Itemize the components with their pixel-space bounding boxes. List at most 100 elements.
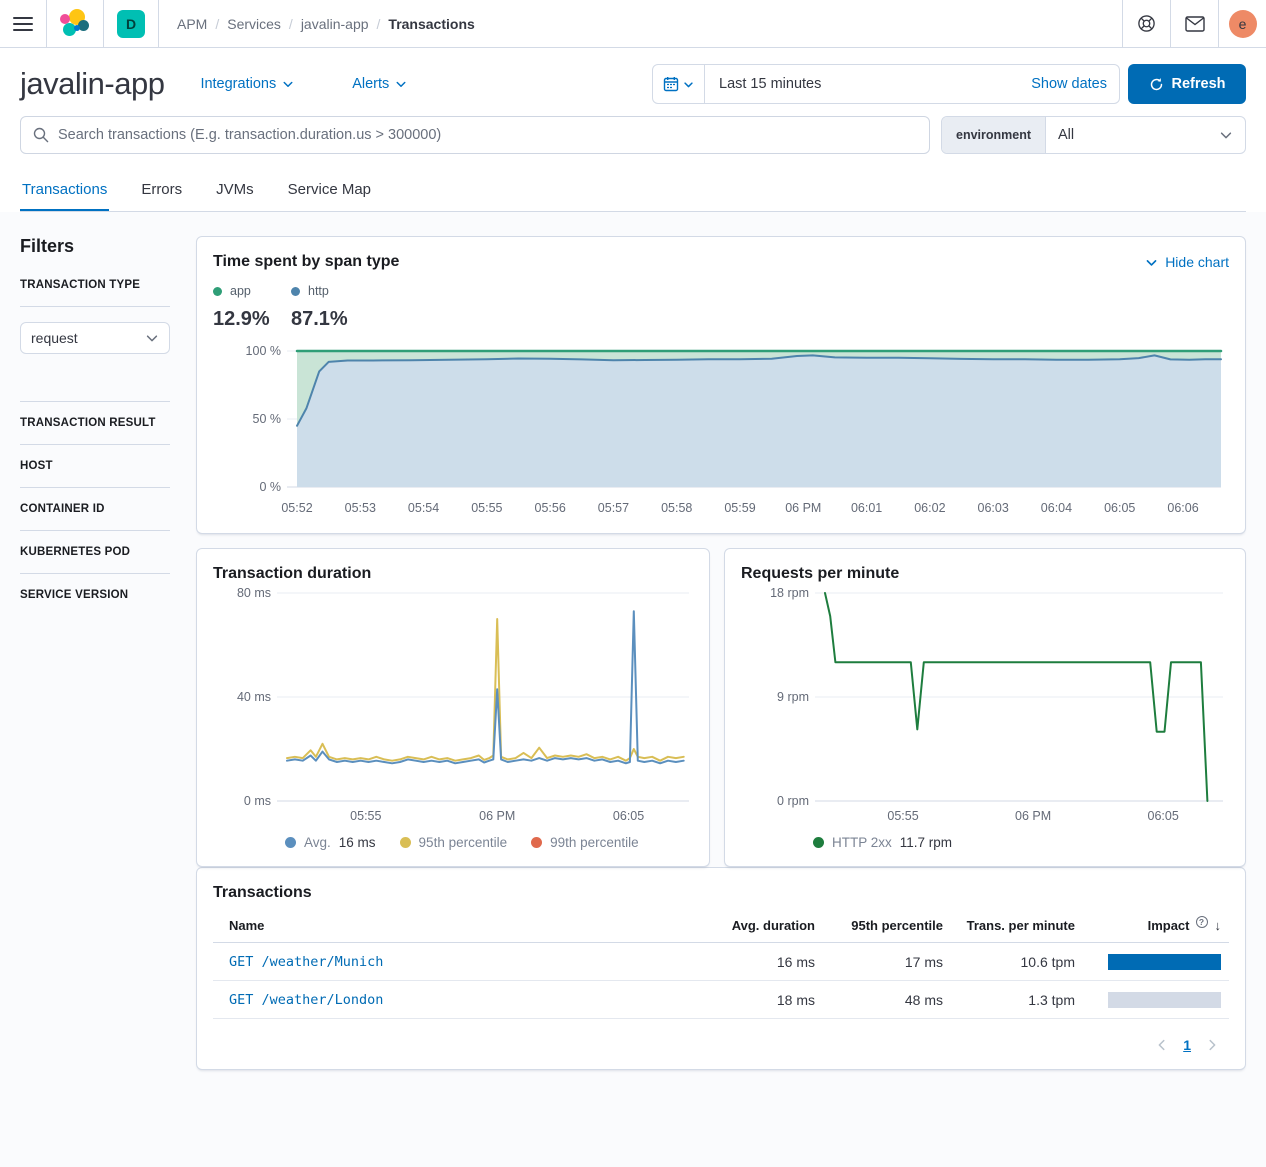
filters-sidebar: Filters TRANSACTION TYPE request TRANSAC… xyxy=(20,236,170,1070)
transaction-duration-panel: Transaction duration 80 ms 40 ms 0 ms 05:55… xyxy=(196,548,710,867)
integrations-menu[interactable]: Integrations xyxy=(200,76,294,92)
breadcrumb-services[interactable]: Services xyxy=(227,15,281,32)
svg-text:05:58: 05:58 xyxy=(661,501,692,515)
user-avatar[interactable]: e xyxy=(1228,9,1257,38)
filter-kubernetes-pod-label[interactable]: KUBERNETES POD xyxy=(20,546,131,558)
cell-trans-per-minute: 1.3 tpm xyxy=(1028,991,1075,1008)
legend-label-95th: 95th percentile xyxy=(418,835,508,850)
chevron-down-icon xyxy=(1146,259,1157,266)
legend-label-avg: Avg. xyxy=(304,835,331,850)
alerts-menu[interactable]: Alerts xyxy=(352,76,407,92)
date-picker-quick-menu[interactable] xyxy=(653,65,705,103)
app-percentage: 12.9% xyxy=(213,308,270,330)
impact-bar xyxy=(1108,991,1221,1008)
svg-text:40 ms: 40 ms xyxy=(237,690,271,704)
impact-help-icon[interactable]: ? xyxy=(1195,915,1208,928)
tab-jvms[interactable]: JVMs xyxy=(216,181,254,198)
tab-transactions[interactable]: Transactions xyxy=(20,170,110,211)
hide-chart-button[interactable]: Hide chart xyxy=(1145,254,1229,270)
legend-dot-http-icon xyxy=(291,286,300,296)
transaction-link-london[interactable]: GET /weather/London xyxy=(229,992,384,1008)
chevron-left-icon xyxy=(1158,1039,1165,1051)
space-badge[interactable]: D xyxy=(117,9,145,38)
breadcrumb-apm[interactable]: APM xyxy=(177,15,208,32)
column-avg-duration[interactable]: Avg. duration xyxy=(731,918,815,933)
legend-dot-95th-icon xyxy=(399,837,411,848)
chevron-down-icon xyxy=(283,81,293,87)
service-tabs: Transactions Errors JVMs Service Map xyxy=(20,170,1246,212)
user-menu-button[interactable]: e xyxy=(1218,0,1266,47)
svg-text:50 %: 50 % xyxy=(253,412,282,426)
svg-text:06:02: 06:02 xyxy=(914,501,945,515)
page-number[interactable]: 1 xyxy=(1183,1037,1191,1053)
legend-dot-99th-icon xyxy=(531,837,543,848)
legend-item-avg[interactable]: Avg. 16 ms xyxy=(285,835,376,850)
refresh-button[interactable]: Refresh xyxy=(1128,64,1246,104)
filter-host-label[interactable]: HOST xyxy=(20,460,53,472)
svg-text:05:53: 05:53 xyxy=(345,501,376,515)
help-button[interactable] xyxy=(1122,0,1170,47)
tab-errors[interactable]: Errors xyxy=(141,181,183,198)
svg-text:06:05: 06:05 xyxy=(1104,501,1135,515)
legend-label-http2xx: HTTP 2xx xyxy=(832,835,892,850)
svg-text:05:55: 05:55 xyxy=(471,501,502,515)
cell-avg-duration: 18 ms xyxy=(776,991,815,1008)
newsfeed-button[interactable] xyxy=(1170,0,1218,47)
environment-filter: environment All xyxy=(941,116,1246,154)
legend-item-99th[interactable]: 99th percentile xyxy=(531,835,639,850)
sort-desc-icon[interactable]: ↓ xyxy=(1214,918,1222,933)
time-range-value[interactable]: Last 15 minutes xyxy=(719,76,822,92)
column-95th-percentile[interactable]: 95th percentile xyxy=(851,918,943,933)
show-dates-button[interactable]: Show dates xyxy=(1031,76,1107,92)
svg-text:06:05: 06:05 xyxy=(613,809,644,823)
breadcrumb-service-name[interactable]: javalin-app xyxy=(300,15,369,32)
legend-dot-app-icon xyxy=(213,286,222,296)
legend-item-http[interactable]: http xyxy=(291,284,369,298)
transactions-table-title: Transactions xyxy=(213,884,312,901)
transactions-table-panel: Transactions Name Avg. duration 95th per… xyxy=(196,867,1246,1070)
legend-item-95th[interactable]: 95th percentile xyxy=(399,835,508,850)
chevron-down-icon xyxy=(1219,128,1233,142)
svg-text:06 PM: 06 PM xyxy=(785,501,821,515)
column-name[interactable]: Name xyxy=(229,918,265,933)
previous-page-button[interactable] xyxy=(1155,1038,1169,1052)
svg-text:0 ms: 0 ms xyxy=(244,794,271,808)
filter-transaction-type-label: TRANSACTION TYPE xyxy=(20,279,141,291)
span-type-chart: 100 % 50 % 0 %05:52 05:53 05:54 05:55 05:56 05:… xyxy=(246,344,1223,515)
breadcrumb-separator: / xyxy=(288,15,293,32)
impact-bar xyxy=(1108,953,1221,970)
span-type-panel: Time spent by span type Hide chart app h… xyxy=(196,236,1246,534)
filter-service-version-label[interactable]: SERVICE VERSION xyxy=(20,589,129,601)
space-switcher[interactable]: D xyxy=(104,0,159,47)
transaction-link-munich[interactable]: GET /weather/Munich xyxy=(229,954,384,970)
cell-95th-percentile: 17 ms xyxy=(904,953,943,970)
legend-item-app[interactable]: app xyxy=(213,284,291,298)
svg-text:05:57: 05:57 xyxy=(598,501,629,515)
svg-text:06 PM: 06 PM xyxy=(479,809,515,823)
span-type-title: Time spent by span type xyxy=(213,253,400,270)
tab-service-map[interactable]: Service Map xyxy=(287,181,372,198)
svg-text:06:03: 06:03 xyxy=(978,501,1009,515)
legend-item-http2xx[interactable]: HTTP 2xx 11.7 rpm xyxy=(813,835,952,850)
impact-label: Impact xyxy=(1147,918,1190,933)
filter-container-id-label[interactable]: CONTAINER ID xyxy=(20,503,105,515)
column-trans-per-minute[interactable]: Trans. per minute xyxy=(966,918,1075,933)
search-input[interactable] xyxy=(58,127,917,143)
transaction-duration-chart: 80 ms 40 ms 0 ms 05:55 06 PM 06:05 xyxy=(237,586,689,823)
environment-label: environment xyxy=(942,117,1047,153)
filter-transaction-result-label[interactable]: TRANSACTION RESULT xyxy=(20,417,156,429)
next-page-button[interactable] xyxy=(1205,1038,1219,1052)
transaction-search xyxy=(20,116,930,154)
cell-trans-per-minute: 10.6 tpm xyxy=(1020,953,1075,970)
elastic-logo-icon[interactable] xyxy=(60,8,90,39)
elastic-home-button[interactable] xyxy=(47,0,104,47)
legend-dot-http2xx-icon xyxy=(813,837,824,848)
transaction-type-select[interactable]: request xyxy=(20,322,170,354)
hamburger-icon[interactable] xyxy=(13,16,33,31)
column-impact[interactable]: Impact ? ↓ xyxy=(1075,915,1222,933)
page-title: javalin-app xyxy=(20,66,165,101)
cell-avg-duration: 16 ms xyxy=(776,953,815,970)
svg-text:80 ms: 80 ms xyxy=(237,586,271,600)
environment-select[interactable]: All xyxy=(1046,117,1245,153)
nav-menu-button[interactable] xyxy=(0,0,47,47)
